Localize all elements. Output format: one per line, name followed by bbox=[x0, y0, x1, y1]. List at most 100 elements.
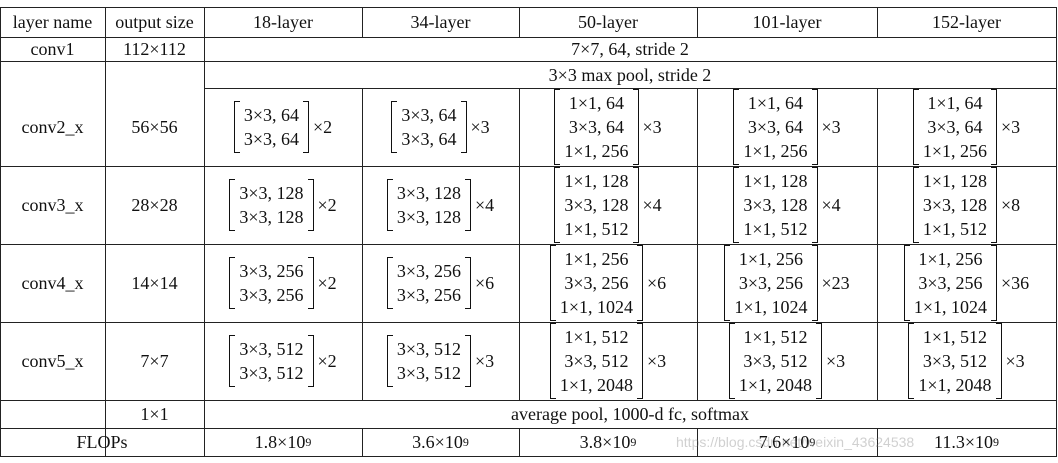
block-layer-spec: 1×1, 64 bbox=[568, 93, 624, 113]
rule-final-bottom bbox=[0, 428, 1056, 429]
block-layer-spec: 3×3, 64 bbox=[401, 105, 457, 125]
bracket-matrix: 1×1, 64 3×3, 64 1×1, 256 bbox=[733, 89, 818, 165]
block-layer-spec: 3×3, 128 bbox=[396, 183, 461, 203]
bracket-matrix: 3×3, 256 3×3, 256 bbox=[386, 257, 472, 309]
building-block: 3×3, 512 3×3, 512 ×2 bbox=[204, 322, 362, 400]
block-layer-spec: 1×1, 512 bbox=[922, 327, 987, 347]
bracket-matrix: 3×3, 512 3×3, 512 bbox=[386, 335, 472, 387]
header-50-layer: 50-layer bbox=[578, 12, 638, 32]
block-repeat-count: ×3 bbox=[642, 116, 662, 137]
rule-left bbox=[0, 7, 1, 457]
rule-col6 bbox=[877, 428, 878, 457]
block-layer-spec: 3×3, 256 bbox=[239, 285, 304, 305]
block-layer-spec: 1×1, 2048 bbox=[918, 375, 992, 395]
stage-output-size: 56×56 bbox=[131, 116, 178, 137]
block-layer-spec: 3×3, 256 bbox=[918, 273, 983, 293]
block-repeat-count: ×2 bbox=[313, 116, 333, 137]
building-block: 3×3, 64 3×3, 64 ×3 bbox=[362, 88, 519, 166]
building-block: 3×3, 512 3×3, 512 ×3 bbox=[362, 322, 519, 400]
rule-right bbox=[1056, 7, 1057, 457]
bracket-matrix: 1×1, 128 3×3, 128 1×1, 512 bbox=[554, 167, 639, 243]
bracket-matrix: 1×1, 256 3×3, 256 1×1, 1024 bbox=[549, 245, 644, 321]
rule-col6 bbox=[877, 88, 878, 401]
block-layer-spec: 3×3, 512 bbox=[239, 339, 304, 359]
building-block: 1×1, 512 3×3, 512 1×1, 2048 ×3 bbox=[877, 322, 1056, 400]
bracket-matrix: 1×1, 64 3×3, 64 1×1, 256 bbox=[912, 89, 998, 165]
rule-col3 bbox=[362, 88, 363, 401]
rule-bottom bbox=[0, 456, 1056, 457]
block-layer-spec: 1×1, 512 bbox=[743, 219, 808, 239]
block-repeat-count: ×23 bbox=[821, 272, 850, 293]
block-repeat-count: ×2 bbox=[317, 272, 337, 293]
block-layer-spec: 3×3, 64 bbox=[243, 105, 299, 125]
rule-col4 bbox=[519, 428, 520, 457]
block-layer-spec: 1×1, 64 bbox=[927, 93, 983, 113]
final-output-size: 1×1 bbox=[140, 404, 169, 424]
block-layer-spec: 1×1, 1024 bbox=[913, 297, 987, 317]
flops-value: 11.3×10 9 bbox=[934, 432, 999, 452]
block-layer-spec: 1×1, 1024 bbox=[734, 297, 808, 317]
block-layer-spec: 3×3, 256 bbox=[239, 261, 304, 281]
flops-value: 3.8×10 9 bbox=[579, 432, 637, 452]
building-block: 3×3, 128 3×3, 128 ×4 bbox=[362, 166, 519, 244]
rule-col6 bbox=[877, 7, 878, 38]
stage-output-size: 7×7 bbox=[140, 350, 169, 371]
block-layer-spec: 3×3, 128 bbox=[743, 195, 808, 215]
block-layer-spec: 3×3, 256 bbox=[738, 273, 803, 293]
rule-pool-bottom bbox=[204, 88, 1056, 89]
block-repeat-count: ×4 bbox=[821, 194, 841, 215]
block-repeat-count: ×3 bbox=[1005, 350, 1025, 371]
conv1-name: conv1 bbox=[30, 39, 75, 59]
block-layer-spec: 1×1, 512 bbox=[922, 219, 987, 239]
block-layer-spec: 1×1, 64 bbox=[747, 93, 803, 113]
bracket-matrix: 3×3, 256 3×3, 256 bbox=[229, 257, 314, 309]
stage-output-size: 14×14 bbox=[131, 272, 178, 293]
block-layer-spec: 3×3, 128 bbox=[922, 195, 987, 215]
building-block: 1×1, 64 3×3, 64 1×1, 256 ×3 bbox=[877, 88, 1056, 166]
bracket-matrix: 3×3, 64 3×3, 64 bbox=[233, 101, 310, 153]
bracket-matrix: 3×3, 512 3×3, 512 bbox=[229, 335, 314, 387]
rule-col4 bbox=[519, 7, 520, 38]
block-repeat-count: ×6 bbox=[647, 272, 667, 293]
rule-col1 bbox=[105, 7, 106, 457]
block-layer-spec: 1×1, 512 bbox=[743, 327, 808, 347]
block-layer-spec: 3×3, 64 bbox=[927, 117, 983, 137]
block-layer-spec: 3×3, 256 bbox=[396, 261, 461, 281]
block-layer-spec: 3×3, 512 bbox=[396, 363, 461, 383]
watermark: https://blog.csdn.net/weixin_43624538 bbox=[676, 434, 915, 450]
rule-conv2-bottom bbox=[0, 166, 1056, 167]
flops-label: FLOPs bbox=[76, 432, 128, 452]
flops-value: 7.6×10 9 bbox=[758, 432, 816, 452]
block-repeat-count: ×2 bbox=[317, 350, 337, 371]
block-layer-spec: 3×3, 64 bbox=[747, 117, 803, 137]
building-block: 1×1, 256 3×3, 256 1×1, 1024 ×36 bbox=[877, 244, 1056, 322]
block-layer-spec: 1×1, 512 bbox=[564, 327, 629, 347]
rule-header-bottom bbox=[0, 37, 1056, 38]
rule-col5 bbox=[697, 7, 698, 38]
building-block: 1×1, 128 3×3, 128 1×1, 512 ×4 bbox=[697, 166, 877, 244]
building-block: 1×1, 256 3×3, 256 1×1, 1024 ×6 bbox=[519, 244, 697, 322]
stage-name: conv3_x bbox=[21, 194, 84, 215]
rule-conv5-bottom bbox=[0, 400, 1056, 401]
block-repeat-count: ×3 bbox=[826, 350, 846, 371]
block-layer-spec: 3×3, 128 bbox=[564, 195, 629, 215]
building-block: 3×3, 256 3×3, 256 ×6 bbox=[362, 244, 519, 322]
rule-col5 bbox=[697, 428, 698, 457]
building-block: 1×1, 128 3×3, 128 1×1, 512 ×8 bbox=[877, 166, 1056, 244]
block-layer-spec: 1×1, 256 bbox=[564, 141, 629, 161]
bracket-matrix: 1×1, 256 3×3, 256 1×1, 1024 bbox=[724, 245, 818, 321]
header-34-layer: 34-layer bbox=[410, 12, 471, 32]
stage-name: conv5_x bbox=[21, 350, 84, 371]
block-repeat-count: ×3 bbox=[821, 116, 841, 137]
bracket-matrix: 1×1, 512 3×3, 512 1×1, 2048 bbox=[908, 323, 1002, 399]
block-layer-spec: 3×3, 512 bbox=[922, 351, 987, 371]
block-layer-spec: 3×3, 256 bbox=[564, 273, 629, 293]
block-repeat-count: ×4 bbox=[475, 194, 495, 215]
rule-col3 bbox=[362, 7, 363, 38]
bracket-matrix: 3×3, 128 3×3, 128 bbox=[386, 179, 472, 231]
stage-name: conv2_x bbox=[21, 116, 84, 137]
block-layer-spec: 1×1, 128 bbox=[743, 171, 808, 191]
flops-value: 1.8×10 9 bbox=[254, 432, 312, 452]
block-layer-spec: 3×3, 128 bbox=[239, 183, 304, 203]
block-layer-spec: 3×3, 512 bbox=[743, 351, 808, 371]
